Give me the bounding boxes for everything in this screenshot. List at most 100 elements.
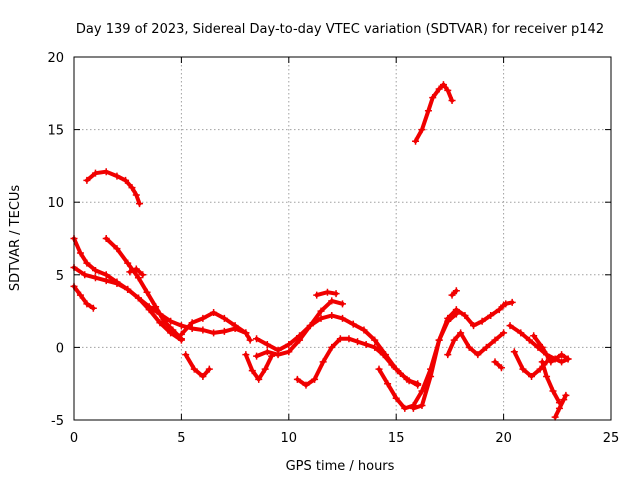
data-point	[418, 126, 426, 134]
data-point	[360, 326, 368, 334]
series-trace	[411, 303, 506, 411]
data-point	[102, 168, 110, 176]
data-point	[246, 336, 254, 344]
data-point	[285, 340, 293, 348]
x-tick-label: 25	[603, 431, 620, 446]
y-tick-label: 5	[56, 269, 64, 284]
data-point	[293, 375, 301, 383]
data-point	[396, 370, 404, 378]
data-point	[296, 336, 304, 344]
data-point	[538, 358, 546, 366]
data-point	[102, 277, 110, 285]
data-point	[313, 291, 321, 299]
data-point	[136, 200, 144, 208]
data-point	[478, 317, 486, 325]
data-point	[143, 288, 151, 296]
y-tick-label: 15	[47, 124, 64, 139]
data-point	[508, 298, 516, 306]
data-point	[76, 249, 84, 257]
series-sat-a	[83, 168, 144, 208]
series-sat-f	[102, 235, 185, 343]
data-point	[177, 322, 185, 330]
data-point	[139, 271, 147, 279]
data-point	[461, 311, 469, 319]
data-point	[457, 329, 465, 337]
plot-frame	[73, 56, 612, 421]
data-point	[517, 329, 525, 337]
data-point	[253, 335, 261, 343]
data-point	[160, 317, 168, 325]
series-trace	[72, 236, 248, 335]
data-point	[497, 364, 505, 372]
data-series	[70, 81, 572, 421]
data-point	[444, 314, 452, 322]
data-point	[538, 343, 546, 351]
data-point	[444, 86, 452, 94]
data-point	[448, 291, 456, 299]
data-point	[128, 184, 136, 192]
series-sat-g	[126, 265, 147, 279]
series-trace	[243, 352, 274, 382]
data-point	[543, 372, 551, 380]
x-axis: 0 5 10 15 20 25	[70, 57, 619, 446]
data-point	[199, 314, 207, 322]
data-point	[424, 107, 432, 115]
chart-title: Day 139 of 2023, Sidereal Day-to-day VTE…	[76, 22, 604, 37]
x-tick-label: 0	[70, 431, 78, 446]
data-point	[263, 340, 271, 348]
series-sat-w	[530, 332, 572, 366]
y-axis-label: SDTVAR / TECUs	[8, 185, 23, 292]
data-point	[113, 280, 121, 288]
data-point	[134, 294, 142, 302]
data-point	[549, 387, 557, 395]
data-point	[124, 285, 132, 293]
data-point	[564, 355, 572, 363]
data-point	[332, 290, 340, 298]
data-point	[339, 300, 346, 308]
data-point	[220, 314, 228, 322]
data-point	[210, 309, 218, 317]
data-point	[91, 169, 99, 177]
data-point	[242, 351, 250, 359]
data-point	[253, 352, 261, 360]
data-point	[354, 338, 362, 346]
data-point	[525, 336, 533, 344]
data-point	[205, 365, 213, 373]
series-trace	[295, 336, 420, 388]
data-point	[319, 358, 327, 366]
x-axis-label: GPS time / hours	[286, 459, 395, 474]
data-point	[132, 265, 140, 273]
data-point	[562, 391, 570, 399]
data-point	[401, 404, 409, 412]
data-point	[199, 372, 207, 380]
data-point	[274, 351, 282, 359]
data-point	[210, 329, 218, 337]
series-trace	[72, 284, 96, 311]
data-point	[435, 85, 443, 93]
x-tick-label: 20	[495, 431, 512, 446]
data-point	[495, 306, 503, 314]
data-point	[285, 348, 293, 356]
series-trace	[493, 359, 504, 370]
data-point	[255, 375, 263, 383]
data-point	[311, 375, 319, 383]
data-point	[134, 274, 142, 282]
data-point	[91, 266, 99, 274]
data-point	[261, 365, 269, 373]
y-tick-label: -5	[51, 414, 64, 429]
data-point	[487, 311, 495, 319]
data-point	[177, 330, 185, 338]
data-point	[474, 351, 482, 359]
series-sat-j	[242, 351, 276, 383]
data-point	[418, 401, 426, 409]
data-point	[190, 365, 198, 373]
data-point	[379, 351, 387, 359]
data-point	[551, 413, 559, 421]
data-point	[558, 351, 566, 359]
series-trace	[553, 393, 568, 420]
data-point	[113, 172, 121, 180]
data-point	[450, 336, 458, 344]
data-point	[199, 326, 207, 334]
data-point	[388, 361, 396, 369]
data-point	[375, 365, 383, 373]
